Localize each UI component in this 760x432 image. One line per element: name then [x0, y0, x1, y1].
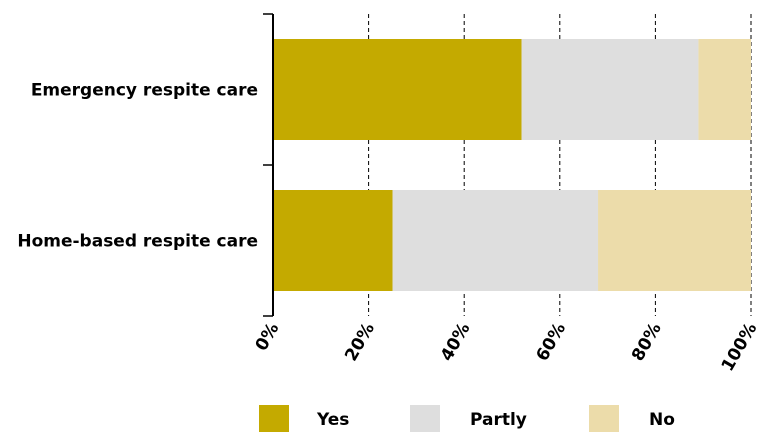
legend-label-no: No: [649, 410, 675, 430]
legend-swatch-partly: [410, 405, 440, 432]
legend: Yes Partly No: [259, 405, 675, 432]
category-label-2: Home-based respite care: [17, 232, 258, 252]
legend-swatch-no: [589, 405, 619, 432]
axes: [263, 13, 274, 317]
x-tick-label-4: 80%: [628, 320, 666, 365]
legend-swatch-yes: [259, 405, 289, 432]
bar-partly-2: [392, 190, 599, 291]
x-tick-label-2: 40%: [437, 320, 475, 365]
x-tick-label-5: 100%: [718, 320, 760, 375]
legend-label-partly: Partly: [470, 410, 527, 430]
x-tick-labels: 0% 20% 40% 60% 80% 100%: [252, 320, 760, 375]
bars: [273, 39, 751, 291]
x-tick-label-3: 60%: [532, 320, 570, 365]
bar-no-1: [698, 39, 751, 140]
category-label-1: Emergency respite care: [31, 81, 258, 101]
bar-yes-1: [273, 39, 522, 140]
bar-no-2: [598, 190, 751, 291]
bar-yes-2: [273, 190, 393, 291]
x-tick-label-1: 20%: [341, 320, 379, 365]
category-labels: Emergency respite care Home-based respite…: [17, 81, 258, 252]
x-tick-label-0: 0%: [252, 320, 284, 355]
legend-label-yes: Yes: [316, 410, 349, 430]
bar-partly-1: [521, 39, 699, 140]
